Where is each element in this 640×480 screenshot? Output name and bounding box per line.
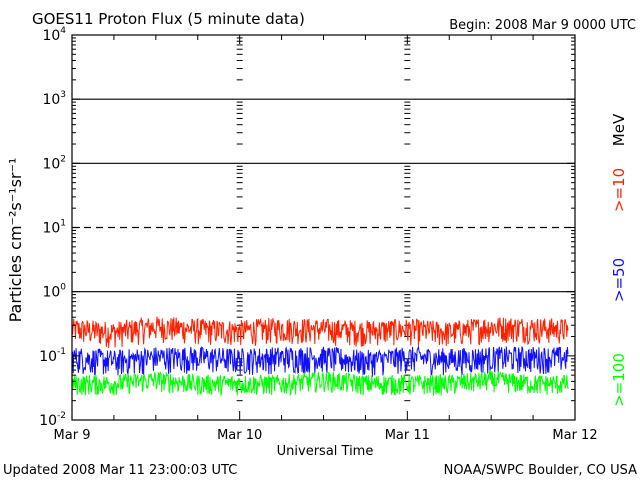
legend: MeV >=10 >=50 >=100 [610, 113, 628, 407]
x-tick-label: Mar 12 [552, 428, 597, 443]
y-tick-label: 104 [42, 26, 66, 44]
y-axis-label: Particles cm⁻²s⁻¹sr⁻¹ [6, 158, 25, 323]
y-tick-label: 103 [42, 90, 66, 108]
x-tick-label: Mar 9 [54, 428, 91, 443]
legend-entry-ge100-group: >=100 [610, 353, 628, 407]
legend-entry-ge50: >=50 [610, 258, 628, 302]
legend-entry-ge50-group: >=50 [610, 258, 628, 302]
legend-entry-ge100: >=100 [610, 353, 628, 407]
y-tick-label: 101 [42, 219, 66, 237]
series-line-ge100 [71, 370, 569, 397]
begin-time-label: Begin: 2008 Mar 9 0000 UTC [449, 18, 636, 33]
legend-entry-ge10-group: >=10 [610, 168, 628, 212]
chart-title: GOES11 Proton Flux (5 minute data) [32, 10, 305, 28]
y-tick-label: 102 [42, 154, 66, 172]
updated-timestamp: Updated 2008 Mar 11 23:00:03 UTC [3, 463, 237, 478]
x-axis-label: Universal Time [277, 444, 374, 459]
legend-unit-mev: MeV [610, 113, 628, 146]
series-group [71, 316, 569, 397]
credit-label: NOAA/SWPC Boulder, CO USA [444, 463, 637, 478]
axes-group: 10-2 10-1 100 101 102 103 104 Mar 9 Mar 10 Mar 11… [39, 26, 597, 443]
y-tick-label: 100 [42, 283, 66, 301]
y-axis-label-text: Particles cm⁻²s⁻¹sr⁻¹ [6, 158, 25, 323]
legend-entry-ge10: >=10 [610, 168, 628, 212]
series-line-ge10 [71, 316, 569, 349]
series-line-ge50 [71, 345, 569, 378]
y-tick-label: 10-2 [39, 411, 66, 429]
legend-unit-mev-group: MeV [610, 113, 628, 146]
y-tick-label: 10-1 [39, 347, 66, 365]
x-tick-label: Mar 11 [385, 428, 430, 443]
x-tick-label: Mar 10 [217, 428, 262, 443]
